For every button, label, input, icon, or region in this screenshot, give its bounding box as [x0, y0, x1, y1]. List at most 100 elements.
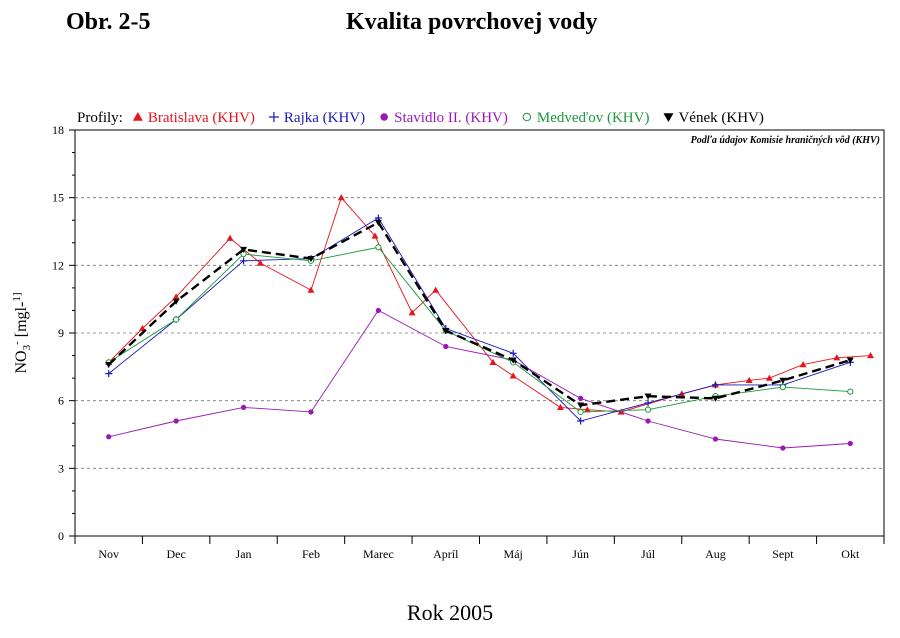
data-point [577, 417, 585, 425]
data-point [711, 381, 719, 389]
data-point [578, 395, 584, 402]
figure-title: Kvalita povrchovej vody [346, 9, 598, 35]
series-bratislava [105, 194, 875, 415]
x-tick-label: Sept [772, 547, 794, 561]
data-point [577, 408, 584, 416]
y-tick-label: 15 [52, 191, 64, 205]
y-tick-label: 6 [58, 394, 64, 408]
data-point [226, 234, 234, 241]
x-tick-label: Máj [504, 547, 523, 561]
data-point [442, 328, 450, 335]
data-point [443, 343, 449, 350]
data-point [173, 418, 179, 424]
data-point [712, 436, 719, 442]
y-tick-label: 12 [52, 258, 64, 272]
data-point [337, 194, 345, 201]
data-point [308, 409, 314, 415]
data-point [375, 307, 381, 314]
legend-label: Bratislava (KHV) [148, 110, 255, 126]
legend-marker [268, 112, 279, 122]
legend-marker [663, 113, 674, 122]
data-point [846, 357, 854, 364]
x-tick-label: Aug [705, 547, 726, 561]
data-point [307, 255, 315, 263]
data-point [307, 286, 315, 293]
data-point [556, 403, 564, 411]
data-point [509, 372, 517, 379]
y-axis-label: NO3- [mgl-1] [11, 293, 33, 374]
legend-prefix: Profily: [77, 110, 123, 126]
legend-marker [132, 112, 143, 121]
legend-label: Rajka (KHV) [284, 110, 365, 126]
legend-item: Stavidlo II. (KHV) [380, 110, 508, 126]
data-point [106, 434, 112, 440]
data-point [644, 406, 652, 413]
y-tick-label: 0 [58, 529, 64, 543]
legend-item: Rajka (KHV) [268, 110, 365, 126]
data-point [240, 404, 247, 411]
legend-label: Stavidlo II. (KHV) [394, 110, 508, 126]
data-point [408, 309, 416, 316]
x-tick-label: Jún [572, 547, 589, 561]
data-point [432, 286, 440, 293]
legend-marker [522, 112, 532, 122]
data-point [644, 399, 652, 407]
legend-marker [380, 113, 388, 121]
legend-item: Bratislava (KHV) [132, 110, 255, 126]
data-point [172, 298, 180, 305]
data-point [847, 440, 853, 447]
x-axis-title: Rok 2005 [406, 600, 494, 625]
data-point [489, 358, 497, 365]
legend-item: Vének (KHV) [663, 110, 764, 126]
data-point [847, 388, 854, 395]
series-line [108, 246, 851, 413]
x-tick-label: Apríl [433, 547, 459, 561]
data-point [867, 352, 875, 359]
data-point [240, 257, 248, 265]
data-point [509, 357, 517, 364]
x-tick-label: Júl [641, 547, 656, 561]
data-point [711, 395, 719, 402]
data-point [105, 361, 113, 369]
data-point [765, 374, 773, 381]
series-line [108, 196, 871, 413]
series-stavidlo [106, 307, 853, 451]
data-point [644, 393, 652, 400]
data-point [256, 259, 264, 266]
figure-number: Obr. 2-5 [66, 9, 151, 35]
x-tick-label: Nov [98, 547, 119, 561]
x-tick-label: Okt [841, 547, 860, 561]
y-tick-label: 3 [58, 461, 64, 475]
legend-label: Medveďov (KHV) [537, 110, 650, 126]
series-line [108, 309, 851, 449]
legend-item: Medveďov (KHV) [522, 110, 650, 126]
x-tick-label: Jan [236, 547, 252, 561]
x-tick-label: Marec [363, 547, 394, 561]
data-point [779, 377, 787, 384]
data-point [509, 349, 517, 357]
data-point [173, 316, 180, 323]
data-point [745, 376, 753, 383]
data-point [172, 293, 180, 300]
data-point [833, 354, 841, 361]
data-point [645, 418, 651, 424]
data-point [138, 324, 146, 332]
data-point [375, 244, 382, 251]
data-point [374, 219, 382, 226]
data-point [583, 406, 591, 413]
y-tick-label: 9 [58, 326, 64, 340]
data-point [240, 246, 248, 254]
legend-label: Vének (KHV) [678, 110, 763, 126]
data-point [780, 445, 786, 451]
data-point [371, 232, 379, 239]
series-vnek [105, 219, 854, 409]
svg-text:NO3- [mgl-1]: NO3- [mgl-1] [11, 293, 33, 374]
x-tick-label: Dec [166, 547, 185, 561]
data-point [779, 384, 786, 391]
x-tick-label: Feb [302, 547, 320, 561]
y-tick-label: 18 [52, 123, 64, 137]
data-point [577, 402, 585, 409]
series-line [108, 217, 851, 422]
data-point [799, 361, 807, 368]
